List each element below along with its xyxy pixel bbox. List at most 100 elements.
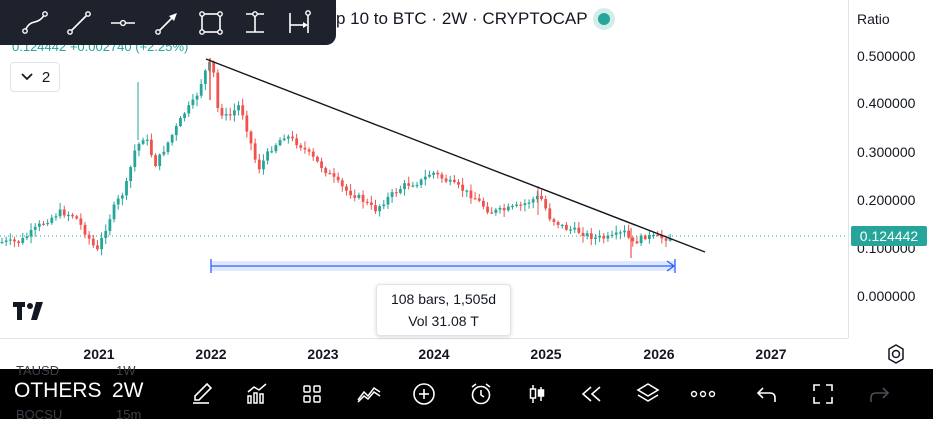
- chart-settings-button[interactable]: [885, 343, 907, 365]
- alert-button[interactable]: [466, 379, 496, 409]
- candle-body: [365, 201, 369, 203]
- candle-body: [419, 179, 423, 185]
- plus-circle-icon: [413, 383, 435, 405]
- candle-body: [37, 223, 41, 227]
- candle-body: [589, 233, 593, 239]
- rectangle-tool[interactable]: [194, 6, 228, 40]
- candle-body: [506, 206, 510, 211]
- candle-body: [291, 136, 294, 139]
- year-label: 2022: [195, 346, 227, 362]
- time-axis[interactable]: 2021 2022 2023 2024 2025 2026 2027: [0, 338, 848, 370]
- symbol-button[interactable]: OTHERS: [14, 379, 102, 402]
- candle-body: [461, 184, 465, 191]
- candle-body: [108, 219, 112, 231]
- indicators-toggle-button[interactable]: 2: [10, 62, 60, 92]
- scale-mode-label[interactable]: Ratio: [857, 11, 890, 27]
- interval-button[interactable]: 2W: [112, 379, 144, 402]
- ray-icon: [67, 10, 91, 35]
- trend-line-icon: [22, 10, 48, 34]
- candle-body: [357, 194, 361, 198]
- candle-body: [382, 204, 386, 207]
- candle-body: [569, 229, 572, 231]
- measure-bars-days: 108 bars, 1,505d: [390, 291, 497, 307]
- candle-body: [660, 235, 664, 239]
- horizontal-ray-icon: [111, 19, 135, 26]
- candle-body: [452, 179, 456, 183]
- date-price-range-tool[interactable]: [282, 6, 316, 40]
- candle-body: [482, 200, 485, 207]
- candle-body: [199, 83, 203, 96]
- candle-body: [129, 167, 133, 182]
- candle-body: [21, 238, 25, 243]
- candle-body: [436, 172, 440, 175]
- date-range-tool[interactable]: [238, 6, 272, 40]
- ghost-interval-text: 15m: [116, 407, 142, 422]
- candle-body: [266, 151, 269, 161]
- price-label: 0.300000: [857, 144, 916, 160]
- candle-body: [407, 183, 411, 186]
- candle-body: [519, 204, 523, 206]
- layers-icon: [636, 383, 660, 402]
- drawing-tools-button[interactable]: [186, 379, 216, 409]
- year-label: 2025: [530, 346, 562, 362]
- candle-body: [565, 224, 568, 230]
- chart-title[interactable]: p 10 to BTC · 2W · CRYPTOCAP: [336, 9, 588, 28]
- candle-body: [307, 149, 311, 152]
- candle-body: [216, 72, 220, 108]
- more-button[interactable]: [688, 379, 718, 409]
- chevron-down-icon: [21, 73, 33, 81]
- replay-button[interactable]: [577, 379, 607, 409]
- symbol-title-row[interactable]: p 10 to BTC · 2W · CRYPTOCAP: [336, 9, 610, 29]
- arrow-tool[interactable]: [150, 6, 184, 40]
- candle-body: [544, 199, 548, 209]
- candle-body: [631, 237, 635, 242]
- price-scale[interactable]: Ratio 0.500000 0.400000 0.300000 0.20000…: [848, 0, 933, 338]
- candle-body: [13, 239, 16, 242]
- ray-tool[interactable]: [62, 6, 96, 40]
- candle-body: [58, 209, 62, 217]
- rectangle-icon: [199, 10, 223, 35]
- candle-body: [618, 232, 622, 234]
- candle-body: [560, 224, 564, 227]
- chart-area[interactable]: [0, 0, 848, 338]
- candle-body: [465, 190, 469, 192]
- candle-body: [403, 183, 406, 190]
- candle-body: [540, 195, 543, 200]
- candle-body: [469, 190, 473, 199]
- candle-body: [394, 192, 398, 194]
- fullscreen-button[interactable]: [808, 379, 838, 409]
- year-label: 2026: [643, 346, 675, 362]
- compare-button[interactable]: [354, 379, 384, 409]
- bottom-toolbar: TAUSD 1W BOCSU 15m OTHERS 2W: [0, 363, 933, 422]
- add-button[interactable]: [409, 379, 439, 409]
- candle-body: [411, 185, 415, 187]
- layers-button[interactable]: [633, 379, 663, 409]
- rewind-icon: [581, 386, 601, 402]
- undo-button[interactable]: [752, 379, 782, 409]
- ghost-symbol-text: TAUSD: [16, 363, 60, 378]
- candle-body: [473, 198, 477, 200]
- price-chart[interactable]: [0, 0, 848, 338]
- candlestick-icon: [529, 385, 545, 403]
- more-dots-icon: [690, 390, 716, 398]
- candle-body: [237, 105, 240, 111]
- horizontal-ray-tool[interactable]: [106, 6, 140, 40]
- year-label: 2023: [307, 346, 339, 362]
- templates-button[interactable]: [297, 379, 327, 409]
- candle-body: [477, 198, 481, 201]
- candle-body: [386, 196, 390, 205]
- candle-body: [299, 145, 303, 148]
- candle-body: [577, 227, 581, 233]
- candle-body: [54, 216, 58, 218]
- candle-body: [228, 114, 232, 116]
- candle-body: [83, 224, 87, 235]
- candle-body: [415, 184, 419, 187]
- trend-line-tool[interactable]: [18, 6, 52, 40]
- chart-type-button[interactable]: [522, 379, 552, 409]
- candle-body: [170, 135, 174, 143]
- candle-body: [249, 131, 253, 144]
- redo-button[interactable]: [864, 379, 894, 409]
- current-price-tag: 0.124442: [851, 226, 927, 246]
- indicators-button[interactable]: [242, 379, 272, 409]
- candle-body: [183, 113, 186, 119]
